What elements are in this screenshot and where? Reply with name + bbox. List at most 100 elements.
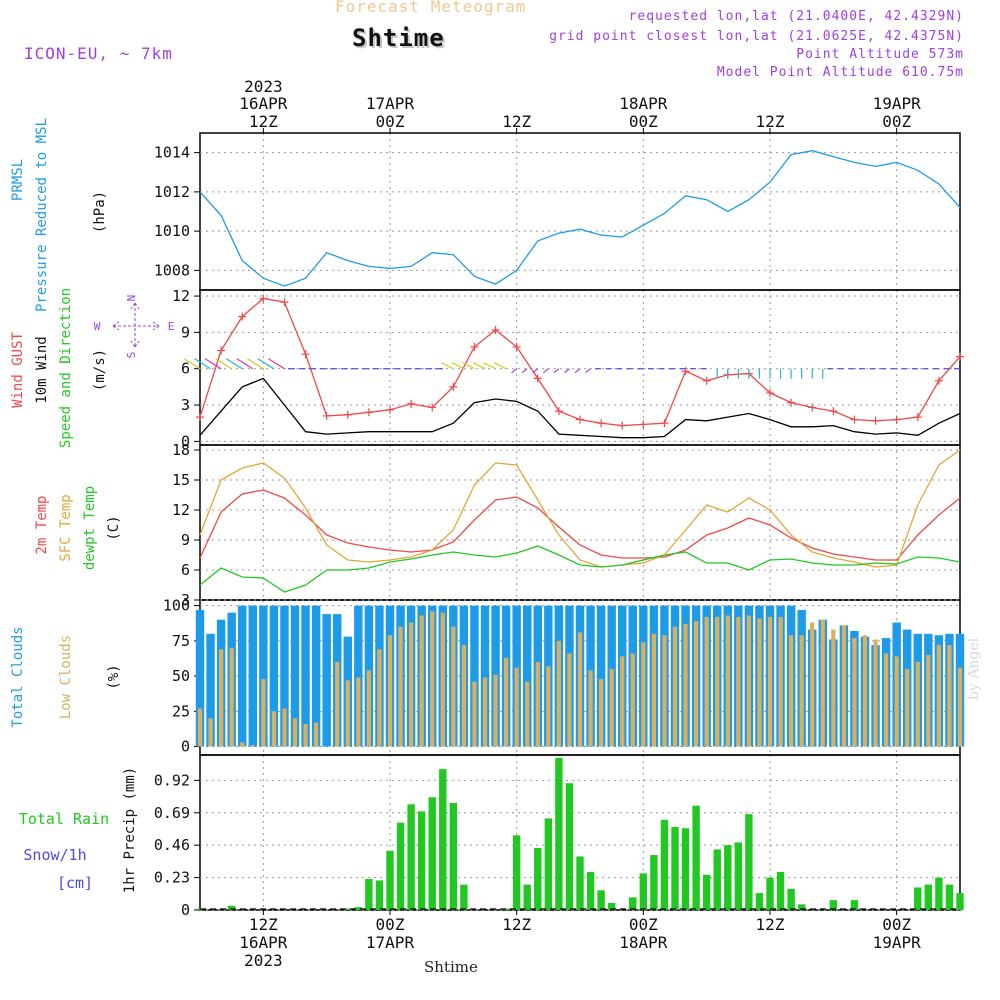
low-clouds-bar — [271, 711, 276, 747]
rain-bar — [850, 900, 859, 910]
low-clouds-bar — [335, 662, 340, 747]
rain-bar — [576, 856, 584, 910]
rain-bar — [660, 819, 669, 910]
wind-10m-line — [199, 377, 961, 439]
y-tick-label: 0.69 — [154, 804, 190, 822]
wind-gust-marker — [829, 407, 838, 416]
rain-bar — [439, 769, 447, 910]
low-clouds-bar — [493, 674, 498, 747]
total-clouds-bar — [470, 605, 479, 747]
low-clouds-bar — [841, 625, 846, 747]
wind-gust-marker — [470, 342, 479, 351]
wind-gust-marker — [386, 405, 394, 414]
total-clouds-label: Total Clouds — [10, 626, 26, 727]
low-clouds-bar — [873, 639, 878, 747]
rain-bar — [702, 874, 711, 910]
low-clouds-bar — [767, 616, 773, 747]
total-clouds-bar — [206, 633, 215, 747]
low-clouds-bar — [694, 621, 699, 747]
wind-direction-arrow — [225, 358, 243, 370]
time-axis-day-bottom: 16APR — [239, 933, 288, 952]
rain-bar — [956, 893, 964, 910]
low-clouds-bar — [567, 653, 572, 747]
rain-bar — [565, 783, 574, 910]
total-clouds-bar — [280, 605, 289, 747]
low-clouds-bar — [292, 718, 298, 747]
wind-gust-marker — [871, 416, 880, 425]
rain-bar — [945, 884, 954, 910]
low-clouds-bar — [789, 635, 794, 747]
wind-direction-arrow — [564, 368, 570, 374]
temp-sfc-label: SFC Temp — [58, 494, 74, 561]
rain-bar — [713, 849, 721, 910]
low-clouds-bar — [430, 611, 435, 747]
low-clouds-bar — [250, 745, 255, 747]
dewpoint-line — [199, 545, 961, 593]
rain-bar — [924, 884, 933, 910]
low-clouds-bar — [651, 633, 656, 747]
low-clouds-bar — [461, 645, 466, 747]
rain-bar — [396, 822, 405, 910]
low-clouds-bar — [704, 616, 709, 747]
wind-gust-marker — [787, 398, 796, 407]
compass-rose — [112, 302, 160, 348]
low-clouds-bar — [504, 657, 509, 747]
time-axis-year-top: 2023 — [244, 77, 283, 96]
time-axis-hour-top: 12Z — [756, 112, 785, 131]
clouds-unit: (%) — [106, 664, 122, 689]
low-clouds-bar — [831, 629, 836, 747]
low-clouds-bar — [757, 618, 762, 747]
low-clouds-bar — [577, 632, 583, 747]
wind-gust-marker — [808, 403, 817, 412]
y-tick-label: 1014 — [154, 144, 190, 162]
low-clouds-bar — [282, 708, 287, 747]
y-tick-label: 12 — [172, 287, 190, 305]
wind-gust-marker — [681, 367, 690, 376]
low-clouds-bar — [208, 718, 213, 747]
wind-gust-marker — [766, 388, 774, 397]
wind-gust-marker — [428, 403, 437, 412]
low-clouds-bar — [303, 724, 308, 747]
wind-direction-arrow — [451, 362, 465, 370]
low-clouds-bar — [820, 619, 825, 747]
wind-gust-label: Wind GUST — [10, 332, 26, 408]
wind-gust-marker — [913, 413, 922, 422]
compass-e: E — [168, 320, 175, 333]
total-clouds-bar — [354, 605, 363, 747]
y-tick-label: 1010 — [154, 222, 190, 240]
low-clouds-bar — [377, 649, 382, 747]
y-tick-label: 50 — [172, 667, 190, 685]
time-axis-hour-top: 12Z — [502, 112, 531, 131]
rain-bar — [734, 842, 743, 910]
total-clouds-bar — [238, 605, 247, 747]
rain-bar — [776, 871, 785, 910]
wind-gust-marker — [280, 298, 289, 307]
low-clouds-bar — [197, 708, 203, 747]
total-clouds-bar — [311, 605, 321, 747]
rain-bar — [914, 887, 922, 910]
rain-bar — [639, 873, 648, 910]
y-tick-label: 18 — [172, 441, 190, 459]
low-clouds-bar — [957, 667, 963, 747]
pressure-panel-frame — [199, 132, 961, 291]
total-clouds-bar — [290, 605, 300, 747]
time-axis-hour-bottom: 12Z — [756, 915, 785, 934]
rain-bar — [597, 890, 605, 910]
time-axis-day-top: 19APR — [873, 94, 922, 113]
total-clouds-bar — [259, 605, 268, 747]
temp-2m-line — [199, 489, 961, 561]
wind-direction-arrow — [462, 362, 475, 370]
wind-gust-marker — [512, 342, 521, 351]
time-axis-year-bottom: 2023 — [244, 951, 283, 970]
chart-suptitle: Forecast Meteogram — [335, 0, 527, 16]
wind-gust-marker — [892, 415, 901, 424]
wind-gust-marker — [956, 352, 964, 361]
low-clouds-bar — [926, 654, 931, 747]
wind-gust-marker — [618, 421, 627, 430]
time-axis-day-bottom: 18APR — [619, 933, 668, 952]
pressure-label-prmsl: PRMSL — [10, 159, 26, 201]
low-clouds-bar — [588, 670, 593, 747]
low-clouds-bar — [409, 622, 414, 747]
wind-direction-arrow — [511, 368, 518, 374]
wind-direction-arrow — [268, 358, 285, 370]
